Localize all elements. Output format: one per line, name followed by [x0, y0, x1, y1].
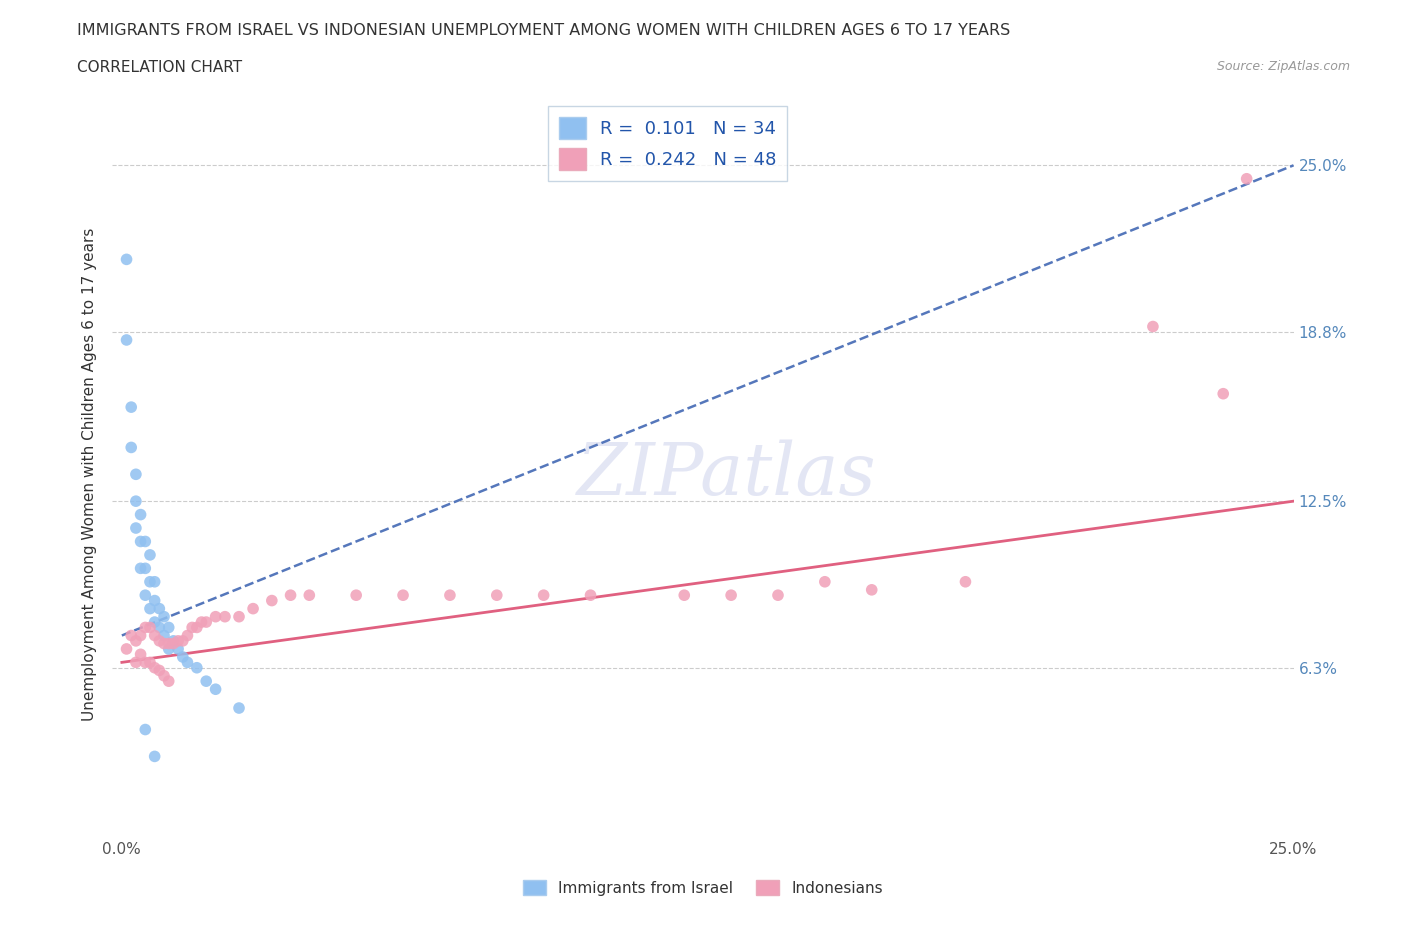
Point	[242, 601, 264, 616]
Point	[204, 609, 226, 624]
Point	[1236, 171, 1258, 186]
Point	[143, 628, 166, 643]
Point	[392, 588, 415, 603]
Point	[214, 609, 236, 624]
Point	[176, 628, 198, 643]
Point	[1212, 386, 1234, 401]
Point	[143, 615, 166, 630]
Point	[153, 628, 176, 643]
Point	[157, 636, 180, 651]
Point	[120, 440, 142, 455]
Point	[148, 663, 170, 678]
Point	[125, 467, 148, 482]
Point	[125, 521, 148, 536]
Point	[153, 636, 176, 651]
Point	[186, 660, 208, 675]
Point	[129, 647, 152, 662]
Point	[162, 633, 184, 648]
Point	[157, 620, 180, 635]
Point	[125, 494, 148, 509]
Point	[439, 588, 461, 603]
Point	[148, 620, 170, 635]
Point	[298, 588, 321, 603]
Point	[195, 673, 218, 688]
Text: Source: ZipAtlas.com: Source: ZipAtlas.com	[1216, 60, 1350, 73]
Point	[115, 642, 138, 657]
Point	[134, 620, 156, 635]
Point	[204, 682, 226, 697]
Point	[260, 593, 283, 608]
Text: IMMIGRANTS FROM ISRAEL VS INDONESIAN UNEMPLOYMENT AMONG WOMEN WITH CHILDREN AGES: IMMIGRANTS FROM ISRAEL VS INDONESIAN UNE…	[77, 23, 1011, 38]
Point	[1142, 319, 1164, 334]
Point	[167, 633, 190, 648]
Point	[143, 749, 166, 764]
Point	[120, 400, 142, 415]
Point	[162, 636, 184, 651]
Point	[139, 601, 162, 616]
Point	[148, 633, 170, 648]
Point	[139, 548, 162, 563]
Point	[129, 507, 152, 522]
Point	[533, 588, 555, 603]
Point	[134, 588, 156, 603]
Point	[157, 673, 180, 688]
Point	[139, 655, 162, 670]
Point	[129, 628, 152, 643]
Point	[186, 620, 208, 635]
Point	[129, 534, 152, 549]
Point	[955, 575, 977, 590]
Point	[766, 588, 789, 603]
Point	[190, 615, 212, 630]
Point	[148, 601, 170, 616]
Text: CORRELATION CHART: CORRELATION CHART	[77, 60, 242, 75]
Point	[673, 588, 696, 603]
Point	[485, 588, 508, 603]
Point	[153, 609, 176, 624]
Point	[134, 722, 156, 737]
Point	[143, 593, 166, 608]
Legend: Immigrants from Israel, Indonesians: Immigrants from Israel, Indonesians	[517, 873, 889, 902]
Point	[172, 649, 194, 664]
Point	[860, 582, 883, 597]
Point	[134, 561, 156, 576]
Point	[120, 628, 142, 643]
Point	[153, 669, 176, 684]
Point	[344, 588, 367, 603]
Point	[814, 575, 837, 590]
Point	[195, 615, 218, 630]
Point	[134, 655, 156, 670]
Point	[280, 588, 302, 603]
Point	[129, 561, 152, 576]
Point	[172, 633, 194, 648]
Point	[139, 575, 162, 590]
Point	[579, 588, 602, 603]
Point	[143, 575, 166, 590]
Point	[176, 655, 198, 670]
Point	[157, 642, 180, 657]
Text: ZIPatlas: ZIPatlas	[576, 439, 876, 510]
Point	[181, 620, 204, 635]
Point	[125, 633, 148, 648]
Point	[115, 252, 138, 267]
Y-axis label: Unemployment Among Women with Children Ages 6 to 17 years: Unemployment Among Women with Children A…	[82, 228, 97, 721]
Point	[125, 655, 148, 670]
Point	[134, 534, 156, 549]
Point	[720, 588, 742, 603]
Point	[143, 660, 166, 675]
Point	[139, 620, 162, 635]
Point	[115, 333, 138, 348]
Point	[228, 609, 250, 624]
Point	[167, 642, 190, 657]
Point	[228, 700, 250, 715]
